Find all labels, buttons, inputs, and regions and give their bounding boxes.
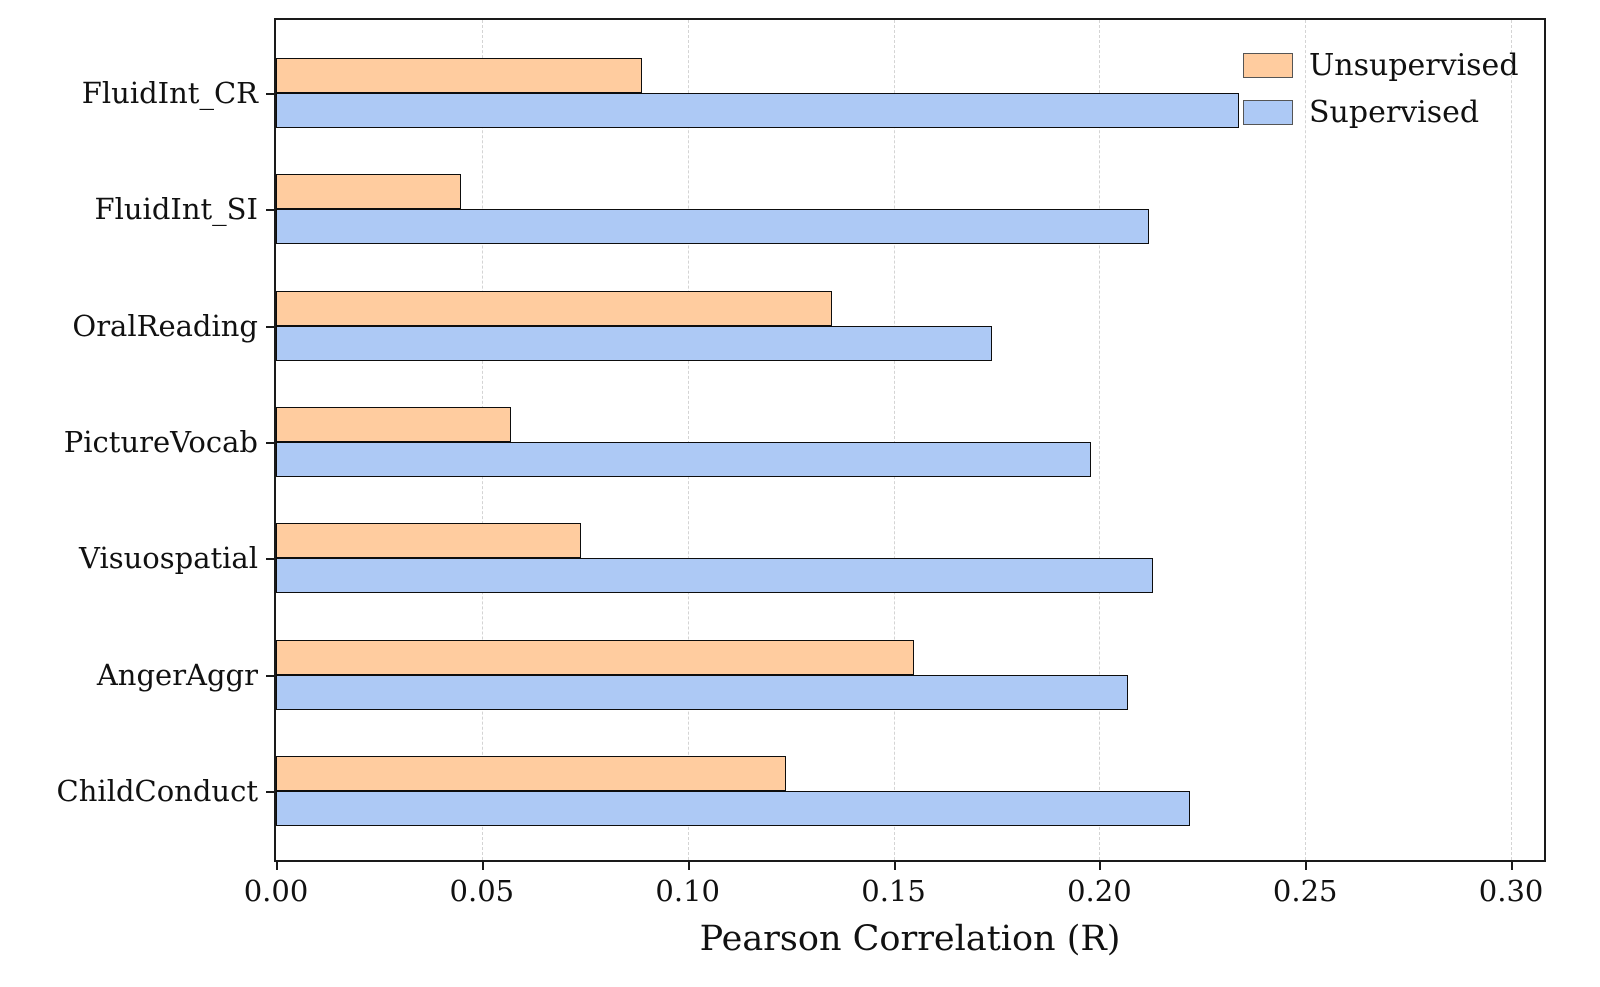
category-label-AngerAggr: AngerAggr <box>96 657 258 692</box>
bar-ChildConduct-unsupervised <box>276 755 787 791</box>
category-label-PictureVocab: PictureVocab <box>63 424 258 459</box>
bar-FluidInt_SI-supervised <box>276 209 1149 245</box>
x-tick-mark <box>481 860 484 870</box>
category-label-Visuospatial: Visuospatial <box>79 541 258 576</box>
legend: Unsupervised Supervised <box>1243 48 1519 130</box>
x-tick-mark <box>893 860 896 870</box>
category-label-FluidInt_SI: FluidInt_SI <box>94 192 258 227</box>
legend-swatch-unsupervised <box>1243 53 1293 78</box>
legend-label: Supervised <box>1309 95 1480 130</box>
y-tick-mark <box>266 674 276 677</box>
y-tick-mark <box>266 209 276 212</box>
gridline-x-0.30 <box>1511 20 1513 860</box>
gridline-x-0.25 <box>1305 20 1307 860</box>
y-tick-mark <box>266 558 276 561</box>
category-label-FluidInt_CR: FluidInt_CR <box>81 76 258 110</box>
bar-FluidInt_CR-supervised <box>276 93 1240 128</box>
x-tick-label: 0.15 <box>861 874 926 908</box>
x-tick-label: 0.20 <box>1067 874 1132 908</box>
legend-swatch-supervised <box>1243 100 1293 125</box>
gridline-x-0.10 <box>687 20 689 860</box>
legend-entry-supervised: Supervised <box>1243 95 1519 130</box>
x-tick-mark <box>1099 860 1102 870</box>
x-tick-mark <box>687 860 690 870</box>
bar-AngerAggr-supervised <box>276 674 1129 710</box>
bar-OralReading-supervised <box>276 325 993 361</box>
bar-PictureVocab-unsupervised <box>276 406 511 442</box>
category-label-ChildConduct: ChildConduct <box>56 773 258 808</box>
x-tick-label: 0.10 <box>655 874 720 908</box>
x-axis-title: Pearson Correlation (R) <box>699 919 1121 959</box>
y-tick-mark <box>266 325 276 328</box>
x-tick-label: 0.00 <box>243 874 309 908</box>
bar-OralReading-unsupervised <box>276 290 832 326</box>
gridline-x-0.15 <box>893 20 895 860</box>
category-label-OralReading: OralReading <box>72 308 258 343</box>
legend-entry-unsupervised: Unsupervised <box>1243 48 1519 83</box>
bar-PictureVocab-supervised <box>276 441 1092 477</box>
y-tick-mark <box>266 790 276 793</box>
x-tick-mark <box>276 860 278 870</box>
bar-FluidInt_CR-unsupervised <box>276 58 643 93</box>
x-tick-mark <box>1305 860 1308 870</box>
y-tick-mark <box>266 441 276 444</box>
x-tick-label: 0.30 <box>1478 874 1544 908</box>
legend-label: Unsupervised <box>1309 48 1519 83</box>
gridline-x-0.20 <box>1099 20 1101 860</box>
y-tick-mark <box>266 93 276 95</box>
x-tick-label: 0.05 <box>449 874 515 908</box>
bar-FluidInt_SI-unsupervised <box>276 174 462 210</box>
x-tick-mark <box>1511 860 1514 870</box>
bar-Visuospatial-unsupervised <box>276 523 581 559</box>
bar-AngerAggr-unsupervised <box>276 639 915 675</box>
bar-ChildConduct-supervised <box>276 790 1190 826</box>
bar-Visuospatial-supervised <box>276 558 1153 594</box>
x-tick-label: 0.25 <box>1272 874 1338 908</box>
